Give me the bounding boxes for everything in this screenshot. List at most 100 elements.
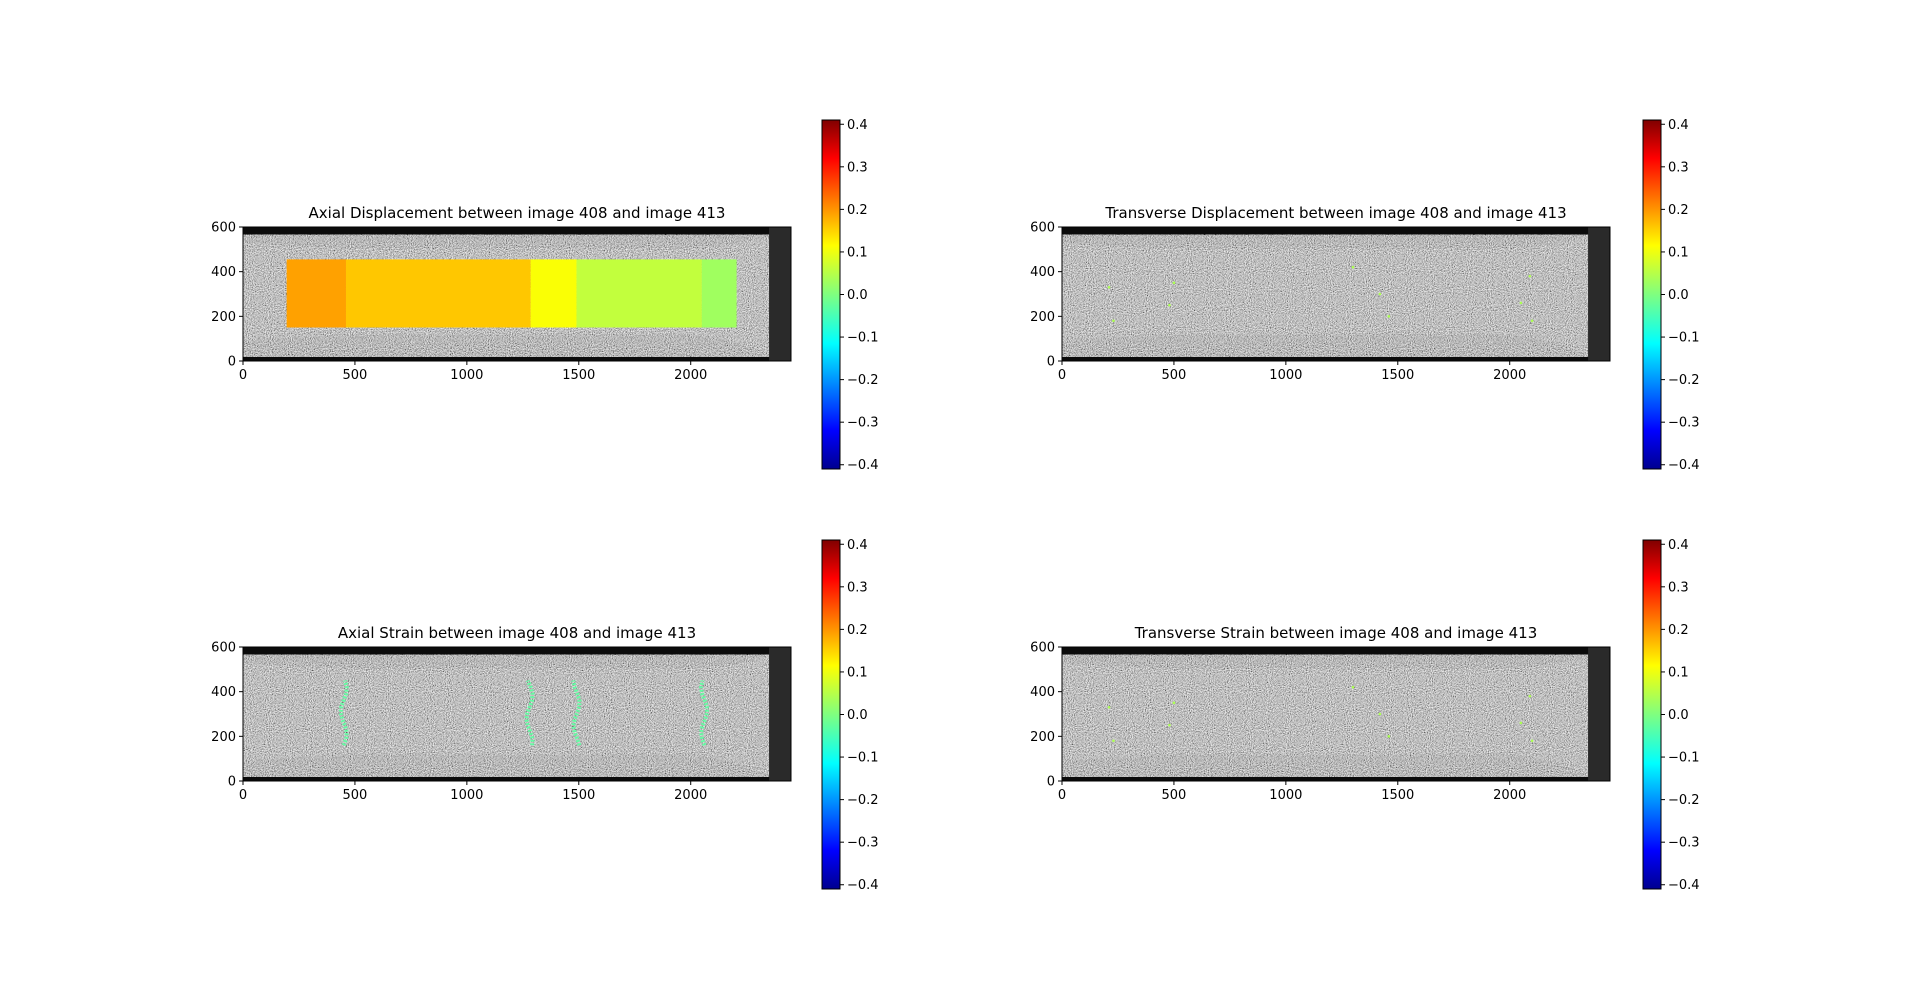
colorbar-tick-label: 0.1	[847, 665, 868, 680]
field-point	[1112, 739, 1115, 743]
speckle-pattern	[1062, 234, 1589, 357]
colorbar-tick-label: 0.1	[1668, 665, 1689, 680]
x-tick-label: 1000	[450, 368, 483, 383]
colorbar-tick-label: 0.2	[1668, 203, 1689, 218]
colorbar-tick-label: −0.2	[1668, 373, 1700, 388]
x-tick-label: 500	[1162, 368, 1187, 383]
field-point	[1530, 739, 1534, 743]
specimen-image	[243, 647, 791, 781]
y-tick-label: 400	[1030, 265, 1055, 280]
panel-2: Transverse Displacement between image 40…	[1030, 118, 1699, 473]
field-point	[1387, 735, 1391, 738]
colorbar-tick-label: 0.1	[1668, 245, 1689, 260]
x-tick-label: 2000	[1493, 788, 1526, 803]
panel-title: Axial Strain between image 408 and image…	[338, 624, 696, 642]
y-tick-label: 600	[211, 221, 236, 236]
field-point	[1107, 706, 1111, 709]
colorbar: 0.4 0.3 0.2 0.1 0.0 −0.1 −0.2 −0.3 −0.4	[821, 118, 879, 473]
x-tick-label: 0	[239, 788, 247, 803]
axes-frame	[1061, 226, 1611, 362]
colorbar-tick-label: 0.3	[847, 580, 868, 595]
strain-band-1	[338, 679, 349, 746]
y-tick-label: 200	[211, 730, 236, 745]
x-tick-label: 500	[343, 368, 368, 383]
panel-title: Transverse Strain between image 408 and …	[1134, 624, 1538, 642]
x-tick-label: 1500	[1381, 368, 1414, 383]
x-tick-label: 1000	[1269, 788, 1302, 803]
y-tick-label: 0	[228, 355, 236, 370]
y-tick-label: 400	[211, 265, 236, 280]
colorbar-tick-label: −0.4	[1668, 458, 1700, 473]
y-tick-label: 200	[211, 310, 236, 325]
colorbar-tick-label: 0.2	[847, 203, 868, 218]
field-point	[1519, 721, 1523, 725]
y-tick-label: 400	[1030, 685, 1055, 700]
y-tick-label: 600	[1030, 641, 1055, 656]
x-tick-label: 1000	[450, 788, 483, 803]
x-tick-label: 2000	[674, 368, 707, 383]
field-point	[1168, 723, 1171, 727]
colorbar-tick-label: 0.2	[1668, 623, 1689, 638]
x-tick-label: 0	[239, 368, 247, 383]
panel-title: Axial Displacement between image 408 and…	[309, 204, 726, 222]
speckle-pattern	[243, 654, 770, 777]
strain-band-2	[524, 679, 535, 746]
colorbar-tick-label: 0.4	[847, 538, 868, 553]
colorbar-tick-label: 0.3	[847, 160, 868, 175]
colorbar-tick-label: 0.0	[1668, 288, 1689, 303]
colorbar-tick-label: −0.3	[1668, 416, 1700, 431]
field-point	[1168, 303, 1171, 307]
field-point	[1387, 315, 1391, 318]
colorbar-tick-label: −0.4	[847, 458, 879, 473]
colorbar-tick-label: −0.4	[1668, 878, 1700, 893]
colorbar-tick-label: −0.2	[847, 373, 879, 388]
x-tick-label: 2000	[1493, 368, 1526, 383]
colorbar-tick-label: 0.0	[847, 288, 868, 303]
field-point	[1378, 292, 1382, 296]
colorbar-tick-label: 0.4	[1668, 118, 1689, 133]
colorbar-tick-label: 0.4	[1668, 538, 1689, 553]
colorbar-tick-label: −0.3	[847, 416, 879, 431]
specimen-image	[1062, 227, 1610, 361]
field-point	[1172, 701, 1176, 705]
field-segment-4	[576, 259, 702, 328]
colorbar-tick-label: −0.4	[847, 878, 879, 893]
x-tick-label: 2000	[674, 788, 707, 803]
axes-frame	[242, 226, 792, 362]
colorbar-tick-label: 0.3	[1668, 580, 1689, 595]
field-segment-2	[345, 259, 531, 328]
colorbar-tick-label: 0.1	[847, 245, 868, 260]
y-tick-label: 600	[211, 641, 236, 656]
grip-shadow	[1588, 227, 1610, 361]
field-point	[1172, 281, 1176, 285]
colorbar-gradient	[821, 119, 841, 470]
colorbar: 0.4 0.3 0.2 0.1 0.0 −0.1 −0.2 −0.3 −0.4	[1642, 538, 1700, 893]
field-point	[1112, 319, 1115, 323]
field-point	[1351, 685, 1355, 689]
colorbar-gradient	[821, 539, 841, 890]
axes-frame	[1061, 646, 1611, 782]
x-tick-label: 1500	[1381, 788, 1414, 803]
x-tick-label: 1500	[562, 368, 595, 383]
grip-shadow	[769, 227, 791, 361]
grip-shadow	[1588, 647, 1610, 781]
field-point	[1519, 301, 1523, 305]
field-point	[1528, 694, 1532, 698]
colorbar-tick-label: 0.0	[1668, 708, 1689, 723]
colorbar-tick-label: −0.1	[1668, 331, 1700, 346]
strain-band-3	[571, 680, 582, 746]
colorbar-tick-label: −0.2	[847, 793, 879, 808]
x-tick-label: 1500	[562, 788, 595, 803]
colorbar-tick-label: 0.4	[847, 118, 868, 133]
field-point	[1530, 319, 1534, 323]
colorbar-tick-label: −0.1	[847, 331, 879, 346]
field-segment-3	[530, 259, 577, 328]
y-tick-label: 0	[228, 775, 236, 790]
colorbar-tick-label: −0.3	[1668, 836, 1700, 851]
colorbar: 0.4 0.3 0.2 0.1 0.0 −0.1 −0.2 −0.3 −0.4	[1642, 118, 1700, 473]
field-point	[1107, 286, 1111, 289]
colorbar: 0.4 0.3 0.2 0.1 0.0 −0.1 −0.2 −0.3 −0.4	[821, 538, 879, 893]
colorbar-tick-label: −0.1	[1668, 751, 1700, 766]
colorbar-gradient	[1642, 119, 1662, 470]
colorbar-tick-label: 0.3	[1668, 160, 1689, 175]
